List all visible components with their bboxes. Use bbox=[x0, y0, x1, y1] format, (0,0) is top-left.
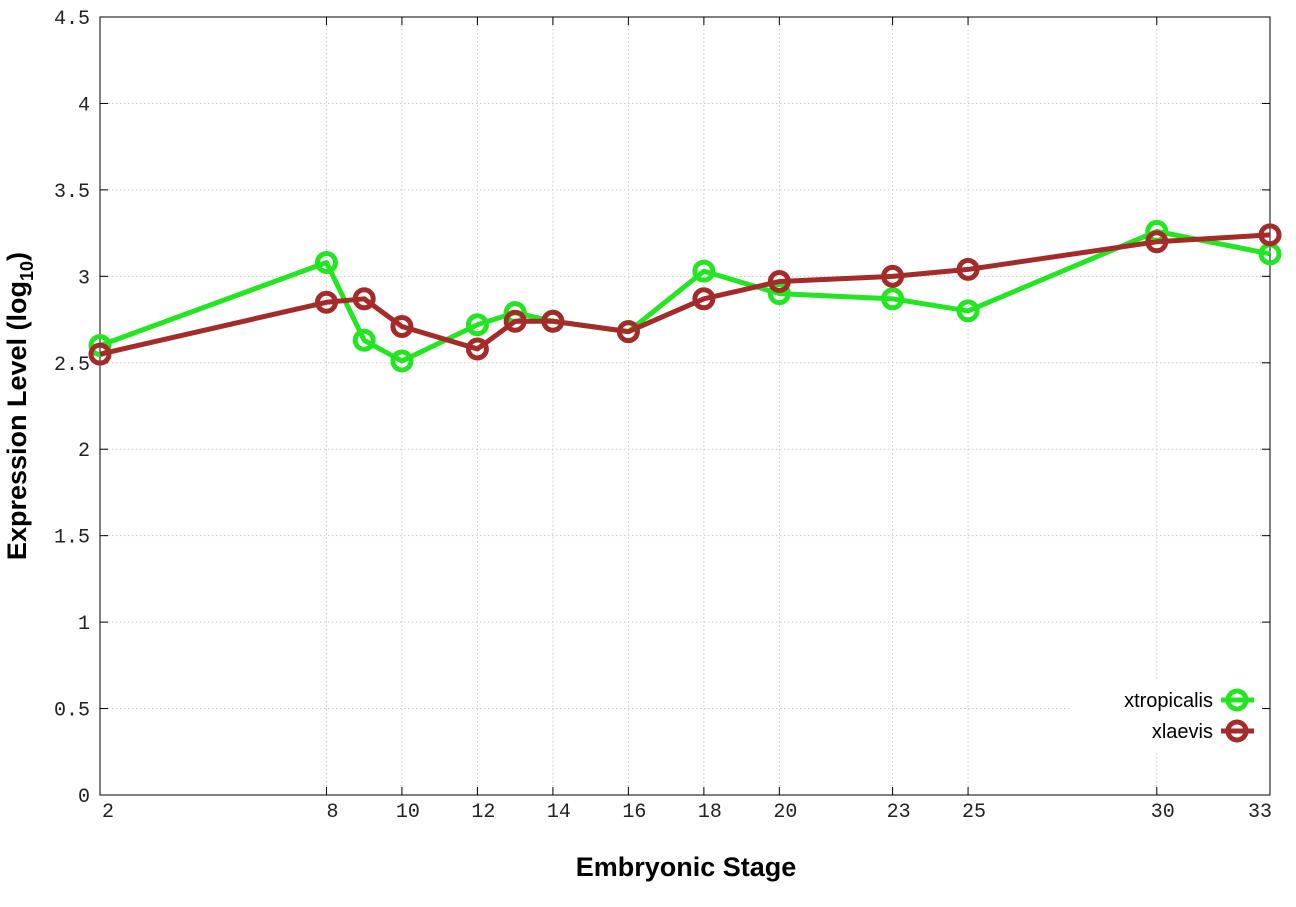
data-point-xlaevis bbox=[616, 320, 640, 344]
series-xtropicalis bbox=[88, 219, 1282, 373]
grid-lines bbox=[100, 17, 1270, 795]
data-point-xlaevis bbox=[503, 309, 527, 333]
data-point-xtropicalis bbox=[465, 313, 489, 337]
data-point-xtropicalis bbox=[881, 287, 905, 311]
data-point-xlaevis bbox=[465, 337, 489, 361]
x-tick-label: 16 bbox=[622, 801, 646, 824]
series-layer bbox=[88, 219, 1282, 373]
x-tick-label: 18 bbox=[698, 801, 722, 824]
data-point-xtropicalis bbox=[314, 251, 338, 275]
data-point-xtropicalis bbox=[88, 333, 112, 357]
y-tick-label: 2 bbox=[78, 440, 90, 463]
x-tick-label: 12 bbox=[471, 801, 495, 824]
x-tick-label: 14 bbox=[547, 801, 571, 824]
y-tick-label: 4.5 bbox=[54, 8, 90, 31]
data-point-xlaevis bbox=[314, 290, 338, 314]
y-tick-label: 0 bbox=[78, 786, 90, 809]
data-point-xlaevis bbox=[881, 264, 905, 288]
data-point-xlaevis bbox=[352, 287, 376, 311]
series-line-xlaevis bbox=[99, 232, 1271, 357]
data-point-xlaevis bbox=[956, 257, 980, 281]
y-tick-label: 1.5 bbox=[54, 527, 90, 550]
x-axis-title: Embryonic Stage bbox=[576, 852, 797, 882]
data-point-xlaevis bbox=[1145, 230, 1169, 254]
legend-swatch-marker-xlaevis bbox=[1225, 719, 1249, 743]
data-point-xlaevis bbox=[767, 270, 791, 294]
legend-entry-xlaevis: xlaevis bbox=[1152, 719, 1254, 743]
y-tick-label: 0.5 bbox=[54, 700, 90, 723]
data-point-xtropicalis bbox=[956, 299, 980, 323]
y-axis-title: Expression Level (log10) bbox=[2, 252, 37, 560]
y-tick-label: 3.5 bbox=[54, 181, 90, 204]
data-point-xlaevis bbox=[390, 314, 414, 338]
x-tick-label: 23 bbox=[887, 801, 911, 824]
legend-entry-xtropicalis: xtropicalis bbox=[1124, 688, 1254, 712]
data-point-xlaevis bbox=[1258, 223, 1282, 247]
x-tick-label: 20 bbox=[773, 801, 797, 824]
x-tick-label: 8 bbox=[326, 801, 338, 824]
x-tick-label: 30 bbox=[1151, 801, 1175, 824]
y-tick-label: 3 bbox=[78, 267, 90, 290]
y-tick-label: 4 bbox=[78, 94, 90, 117]
y-axis-title-subscript: 10 bbox=[17, 261, 37, 281]
data-point-xtropicalis bbox=[767, 282, 791, 306]
plot-frame bbox=[99, 16, 1271, 796]
x-tick-label: 2 bbox=[102, 801, 114, 824]
y-tick-label: 2.5 bbox=[54, 354, 90, 377]
axis-ticks: 0 0.5 1 1.5 2 2.5 3 3.5 4 4.5 2 8 10 12 14 16 18 20 23 25 30… bbox=[54, 8, 1272, 824]
series-xlaevis bbox=[88, 223, 1282, 366]
data-point-xtropicalis bbox=[352, 328, 376, 352]
y-tick-label: 1 bbox=[78, 613, 90, 636]
y-axis-title-close: ) bbox=[2, 252, 32, 261]
legend-label-xtropicalis: xtropicalis bbox=[1124, 690, 1213, 712]
x-tick-label: 25 bbox=[962, 801, 986, 824]
data-point-xlaevis bbox=[692, 287, 716, 311]
data-point-xlaevis bbox=[541, 309, 565, 333]
legend-swatch-marker-xtropicalis bbox=[1225, 688, 1249, 712]
x-tick-label: 33 bbox=[1248, 801, 1272, 824]
data-point-xtropicalis bbox=[692, 259, 716, 283]
legend: xtropicalis xlaevis bbox=[1072, 680, 1262, 752]
data-point-xtropicalis bbox=[390, 349, 414, 373]
x-tick-label: 10 bbox=[396, 801, 420, 824]
legend-label-xlaevis: xlaevis bbox=[1152, 721, 1213, 743]
y-axis-title-main: Expression Level (log bbox=[2, 281, 32, 560]
data-point-xlaevis bbox=[88, 342, 112, 366]
